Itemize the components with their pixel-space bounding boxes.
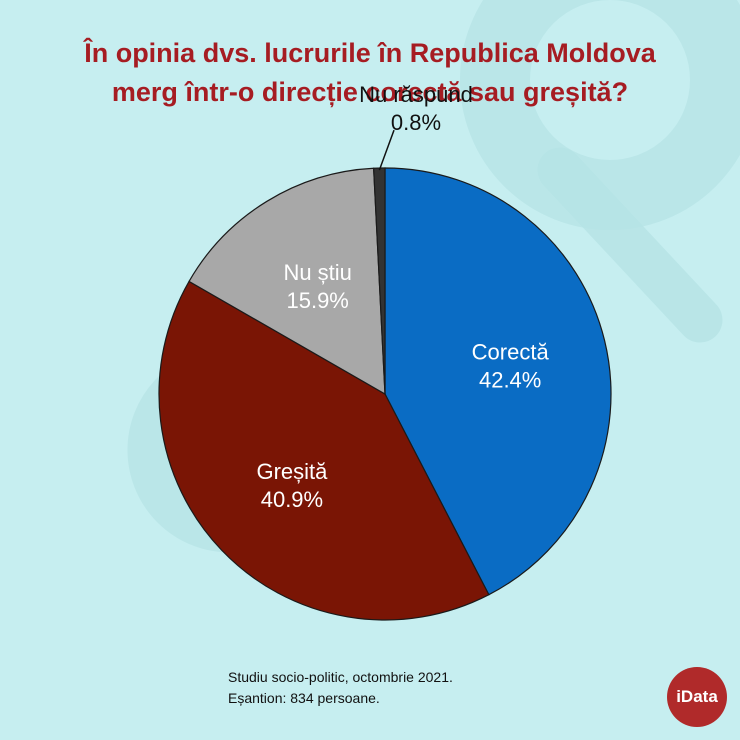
chart-title-line-2: merg într-o direcție corectă sau greșită… xyxy=(111,77,629,107)
slice-value-gresita: 40.9% xyxy=(261,487,323,512)
chart-title: În opinia dvs. lucrurile în Republica Mo… xyxy=(0,34,740,112)
source-note: Studiu socio-politic, octombrie 2021. Eș… xyxy=(228,667,453,709)
pie-slice-gresita xyxy=(158,280,490,621)
pie-labels: Corectă 42.4% Greșită 40.9% Nu știu 15.9% Nu r… xyxy=(256,82,549,512)
slice-label-corecta: Corectă xyxy=(472,340,550,365)
slice-value-nu-raspund: 0.8% xyxy=(391,110,441,135)
slice-label-nu-raspund: Nu răspund xyxy=(359,82,473,107)
source-sample: Eșantion: 834 persoane. xyxy=(228,690,380,706)
idata-logo: iData xyxy=(667,667,727,727)
leader-line-nu-raspund xyxy=(378,129,395,171)
pie-slice-corecta xyxy=(384,167,612,596)
source-study: Studiu socio-politic, octombrie 2021. xyxy=(228,669,453,685)
slice-label-gresita: Greșită xyxy=(256,459,328,484)
slice-value-nu-stiu: 15.9% xyxy=(286,288,348,313)
chart-title-line-1: În opinia dvs. lucrurile în Republica Mo… xyxy=(84,38,656,68)
pie-slices xyxy=(158,167,612,621)
slice-value-corecta: 42.4% xyxy=(479,368,541,393)
slice-label-nu-stiu: Nu știu xyxy=(283,260,351,285)
pie-slice-nu-stiu xyxy=(188,167,386,396)
